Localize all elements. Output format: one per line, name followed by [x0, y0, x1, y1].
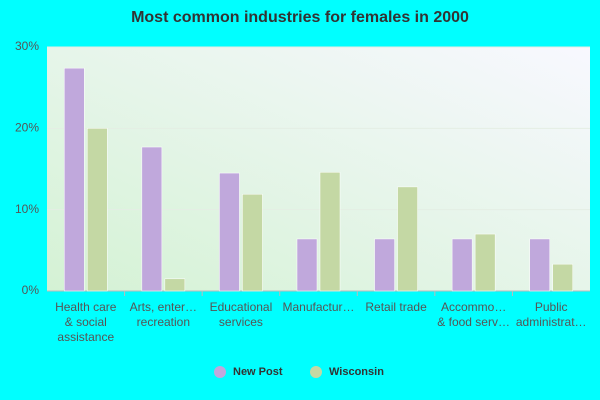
bar: [219, 172, 240, 292]
x-tick-label: Accommo…: [441, 300, 506, 314]
x-tick-label: & food serv…: [437, 315, 510, 329]
bar: [319, 172, 341, 292]
y-tick-label: 0%: [22, 283, 40, 297]
legend-swatch: [214, 366, 226, 378]
y-tick-label: 30%: [15, 39, 39, 53]
x-tick-label: services: [219, 315, 263, 329]
bar: [296, 238, 318, 292]
x-tick-label: assistance: [57, 330, 114, 344]
x-tick-label: Educational: [210, 300, 273, 314]
bar: [397, 186, 418, 292]
legend-label: Wisconsin: [329, 366, 384, 378]
plot-area: [47, 47, 590, 291]
y-tick-label: 10%: [15, 202, 39, 216]
x-tick-label: Manufactur…: [282, 300, 354, 314]
x-tick-label: Health care: [55, 300, 117, 314]
x-tick-label: Arts, enter…: [130, 300, 197, 314]
bar: [242, 193, 263, 292]
x-tick-label: administrat…: [516, 315, 587, 329]
legend-label: New Post: [233, 366, 283, 378]
bar: [87, 128, 108, 292]
bar: [141, 146, 163, 292]
bar: [474, 233, 496, 292]
chart-title: Most common industries for females in 20…: [131, 9, 469, 26]
bar: [64, 67, 85, 292]
x-tick-label: & social: [65, 315, 107, 329]
bar: [451, 238, 473, 292]
x-tick-label: Retail trade: [365, 300, 427, 314]
bar: [374, 238, 395, 292]
bar: [552, 263, 573, 292]
x-tick-label: recreation: [137, 315, 190, 329]
x-tick-label: Public: [535, 300, 568, 314]
bar: [529, 238, 550, 292]
bar: [164, 278, 186, 292]
y-tick-label: 20%: [15, 121, 39, 135]
legend-swatch: [310, 366, 322, 378]
